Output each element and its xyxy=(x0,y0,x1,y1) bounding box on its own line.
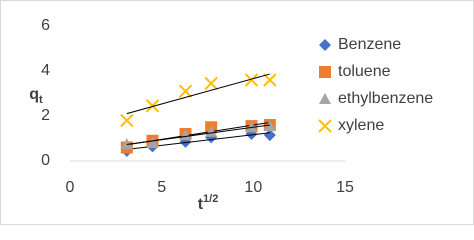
legend-marker xyxy=(319,93,331,104)
point xyxy=(146,137,159,148)
y-axis-label: qt xyxy=(29,86,43,106)
x-tick-label: 0 xyxy=(66,179,75,196)
point xyxy=(244,73,259,87)
x-label-main: t xyxy=(198,196,204,213)
point xyxy=(263,120,276,132)
point xyxy=(178,84,193,98)
x-tick-label: 5 xyxy=(157,179,166,196)
legend-label: Benzene xyxy=(338,36,401,53)
trendline xyxy=(126,73,270,115)
y-label-main: q xyxy=(29,86,39,103)
legend-marker xyxy=(318,119,332,133)
y-tick-label: 6 xyxy=(41,17,50,34)
point xyxy=(205,125,218,137)
page: qt t1/2 0 2 4 6 0 5 10 15 Benzene toluene ethylben… xyxy=(0,0,474,225)
point xyxy=(120,113,134,128)
y-tick-label: 0 xyxy=(41,152,50,169)
point xyxy=(263,73,277,87)
legend-marker xyxy=(319,66,331,78)
x-tick-label: 15 xyxy=(336,179,354,196)
point xyxy=(204,76,218,91)
point xyxy=(120,138,133,150)
y-tick-label: 4 xyxy=(41,62,50,79)
legend-label: ethylbenzene xyxy=(338,90,433,107)
point xyxy=(263,129,276,142)
y-label-sub: t xyxy=(39,94,43,106)
y-tick-label: 2 xyxy=(41,107,50,124)
legend-label: toluene xyxy=(338,63,391,80)
legend-label: xylene xyxy=(338,117,384,134)
legend-marker xyxy=(319,39,331,51)
x-axis-label: t1/2 xyxy=(198,193,219,213)
x-label-sup: 1/2 xyxy=(203,193,218,205)
point xyxy=(145,99,160,113)
trendline xyxy=(126,124,270,145)
point xyxy=(245,121,258,133)
x-tick-label: 10 xyxy=(244,179,262,196)
chart-border xyxy=(0,0,474,225)
